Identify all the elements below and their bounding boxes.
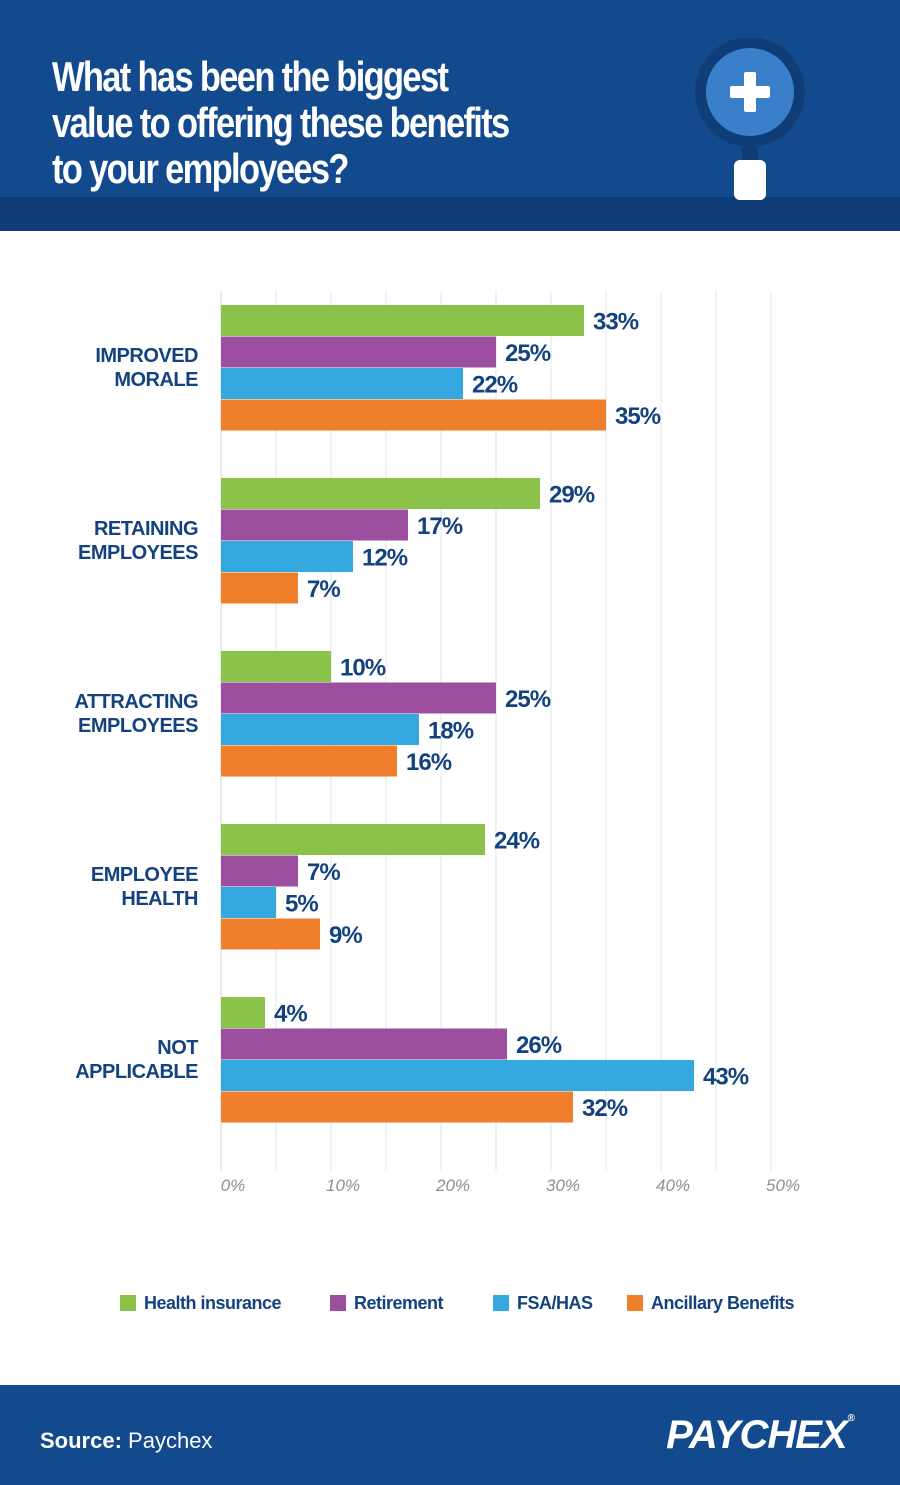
bar xyxy=(221,368,463,399)
category-label: APPLICABLE xyxy=(75,1061,198,1083)
bar xyxy=(221,1091,573,1123)
data-label: 35% xyxy=(615,403,661,430)
bar xyxy=(221,682,496,714)
source-label: Source: xyxy=(40,1428,122,1453)
tick-label: 40% xyxy=(656,1176,690,1195)
legend-label: FSA/HAS xyxy=(517,1292,593,1313)
legend: Health insurance Retirement FSA/HAS Anci… xyxy=(0,1288,900,1318)
logo-registered-mark: ® xyxy=(847,1413,855,1424)
magnifier-plus-icon xyxy=(695,38,805,200)
legend-swatch xyxy=(493,1295,509,1311)
bar xyxy=(221,399,606,431)
data-label: 33% xyxy=(593,309,639,336)
bar xyxy=(221,1028,507,1060)
bar xyxy=(221,336,496,368)
data-label: 4% xyxy=(274,1001,307,1028)
category-label: EMPLOYEES xyxy=(78,542,198,564)
bar xyxy=(221,855,298,887)
category-label: MORALE xyxy=(114,369,198,391)
data-label: 7% xyxy=(307,576,340,603)
bar xyxy=(221,887,276,918)
category-label: IMPROVED xyxy=(95,345,198,367)
legend-label: Retirement xyxy=(354,1292,444,1313)
category-label: RETAINING xyxy=(94,518,198,540)
bar xyxy=(221,541,353,572)
category-labels: IMPROVEDMORALERETAININGEMPLOYEESATTRACTI… xyxy=(75,345,199,1083)
legend-label: Health insurance xyxy=(144,1292,282,1313)
legend-label: Ancillary Benefits xyxy=(651,1292,795,1313)
data-label: 7% xyxy=(307,859,340,886)
legend-item-ancillary-benefits: Ancillary Benefits xyxy=(627,1288,795,1318)
chart-title: What has been the biggest value to offer… xyxy=(52,53,510,192)
legend-item-retirement: Retirement xyxy=(330,1288,444,1318)
source-value: Paychex xyxy=(128,1428,213,1453)
bar xyxy=(221,997,265,1028)
category-label: NOT xyxy=(157,1037,198,1059)
tick-label: 30% xyxy=(546,1176,580,1195)
tick-label: 50% xyxy=(766,1176,800,1195)
category-label: HEALTH xyxy=(121,888,198,910)
data-label: 43% xyxy=(703,1064,749,1091)
paychex-logo: PAYCHEX® xyxy=(666,1413,855,1458)
category-label: EMPLOYEES xyxy=(78,715,198,737)
tick-label: 0% xyxy=(221,1176,246,1195)
chart-bars: 33% 25% 22% 35% 29% 17% 12% 7% 10% 25% 18% 16% 24% 7%… xyxy=(221,305,750,1123)
data-label: 25% xyxy=(505,686,551,713)
chart-grid xyxy=(220,291,772,1171)
logo-text: PAYCHEX xyxy=(666,1413,847,1457)
data-label: 24% xyxy=(494,828,540,855)
bar xyxy=(221,651,331,682)
bar xyxy=(221,714,419,745)
legend-swatch xyxy=(330,1295,346,1311)
data-label: 18% xyxy=(428,718,474,745)
category-label: ATTRACTING xyxy=(75,691,199,713)
bar xyxy=(221,824,485,855)
data-label: 29% xyxy=(549,482,595,509)
legend-swatch xyxy=(120,1295,136,1311)
legend-swatch xyxy=(627,1295,643,1311)
category-label: EMPLOYEE xyxy=(91,864,198,886)
tick-label: 10% xyxy=(326,1176,360,1195)
bar xyxy=(221,509,408,541)
source-credit: Source: Paychex xyxy=(40,1428,212,1454)
data-label: 22% xyxy=(472,372,518,399)
bar xyxy=(221,918,320,950)
bar xyxy=(221,745,397,777)
data-label: 10% xyxy=(340,655,386,682)
bar-chart: 33% 25% 22% 35% 29% 17% 12% 7% 10% 25% 18% 16% 24% 7%… xyxy=(75,291,800,1195)
data-label: 26% xyxy=(516,1032,562,1059)
bar xyxy=(221,572,298,604)
data-label: 25% xyxy=(505,340,551,367)
bar xyxy=(221,478,540,509)
data-label: 9% xyxy=(329,922,362,949)
header-band xyxy=(0,197,900,231)
tick-label: 20% xyxy=(435,1176,470,1195)
bar xyxy=(221,1060,694,1091)
x-axis-ticks: 0% 10% 20% 30% 40% 50% xyxy=(221,1176,800,1195)
bar xyxy=(221,305,584,336)
data-label: 17% xyxy=(417,513,463,540)
legend-item-health-insurance: Health insurance xyxy=(120,1288,282,1318)
data-label: 5% xyxy=(285,891,318,918)
header: What has been the biggest value to offer… xyxy=(0,0,900,231)
data-label: 16% xyxy=(406,749,452,776)
footer: Source: Paychex PAYCHEX® xyxy=(0,1385,900,1485)
data-label: 12% xyxy=(362,545,408,572)
data-label: 32% xyxy=(582,1095,628,1122)
legend-item-fsa-has: FSA/HAS xyxy=(493,1288,593,1318)
